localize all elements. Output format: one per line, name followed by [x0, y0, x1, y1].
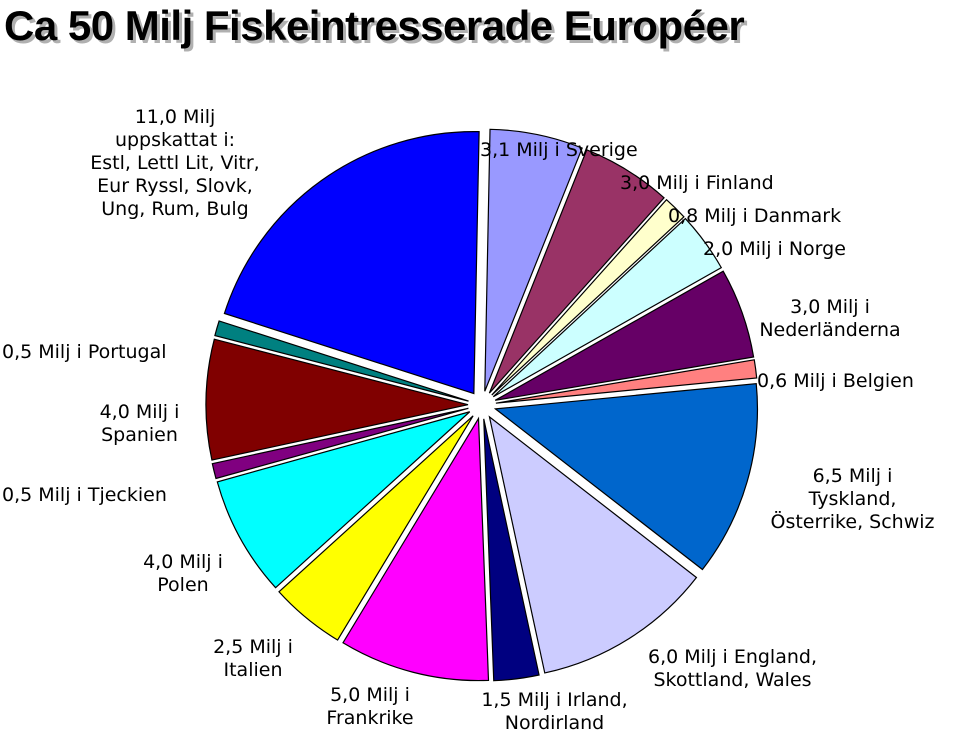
pie-slice-10 [278, 415, 474, 641]
pie-slice-15 [223, 131, 480, 395]
slice-label-spanien: 4,0 Milj i Spanien [99, 401, 180, 446]
pie-slice-2 [491, 198, 685, 396]
pie-slice-9 [342, 416, 490, 682]
pie-slice-12 [211, 407, 469, 480]
slice-label-tjeckien: 0,5 Milj i Tjeckien [2, 484, 167, 506]
pie-slice-7 [488, 415, 698, 674]
slice-label-portugal: 0,5 Milj i Portugal [2, 341, 167, 363]
pie-slice-5 [495, 359, 758, 404]
pie-slice-14 [214, 320, 469, 402]
pie-slice-3 [492, 217, 723, 398]
slice-label-england: 6,0 Milj i England, Skottland, Wales [647, 646, 817, 691]
chart-title: Ca 50 Milj Fiskeintresserade Européer [4, 2, 745, 49]
slice-label-norge: 2,0 Milj i Norge [703, 238, 846, 260]
slice-label-italien: 2,5 Milj i Italien [213, 636, 293, 681]
pie-slice-1 [488, 149, 665, 394]
slice-label-danmark: 0,8 Milj i Danmark [668, 205, 842, 227]
slice-label-finland: 3,0 Milj i Finland [620, 172, 774, 194]
slice-label-belgien: 0,6 Milj i Belgien [757, 370, 914, 392]
slice-label-ovriga: 11,0 Milj uppskattat i: Estl, Lettl Lit,… [90, 106, 260, 220]
slice-label-frankrike: 5,0 Milj i Frankrike [326, 684, 414, 729]
slice-label-nederlanderna: 3,0 Milj i Nederländerna [759, 296, 901, 341]
pie-slice-4 [494, 270, 755, 401]
pie-slice-8 [483, 418, 540, 682]
slice-label-tyskland: 6,5 Milj i Tyskland, Österrike, Schwiz [770, 465, 935, 533]
slice-label-polen: 4,0 Milj i Polen [143, 551, 223, 596]
pie-slice-0 [484, 128, 583, 392]
pie-slice-6 [493, 383, 759, 571]
slice-label-sverige: 3,1 Milj i Sverige [480, 139, 638, 161]
slice-label-irland: 1,5 Milj i Irland, Nordirland [481, 689, 628, 734]
pie-slice-11 [216, 411, 471, 589]
pie-slice-13 [205, 338, 469, 461]
